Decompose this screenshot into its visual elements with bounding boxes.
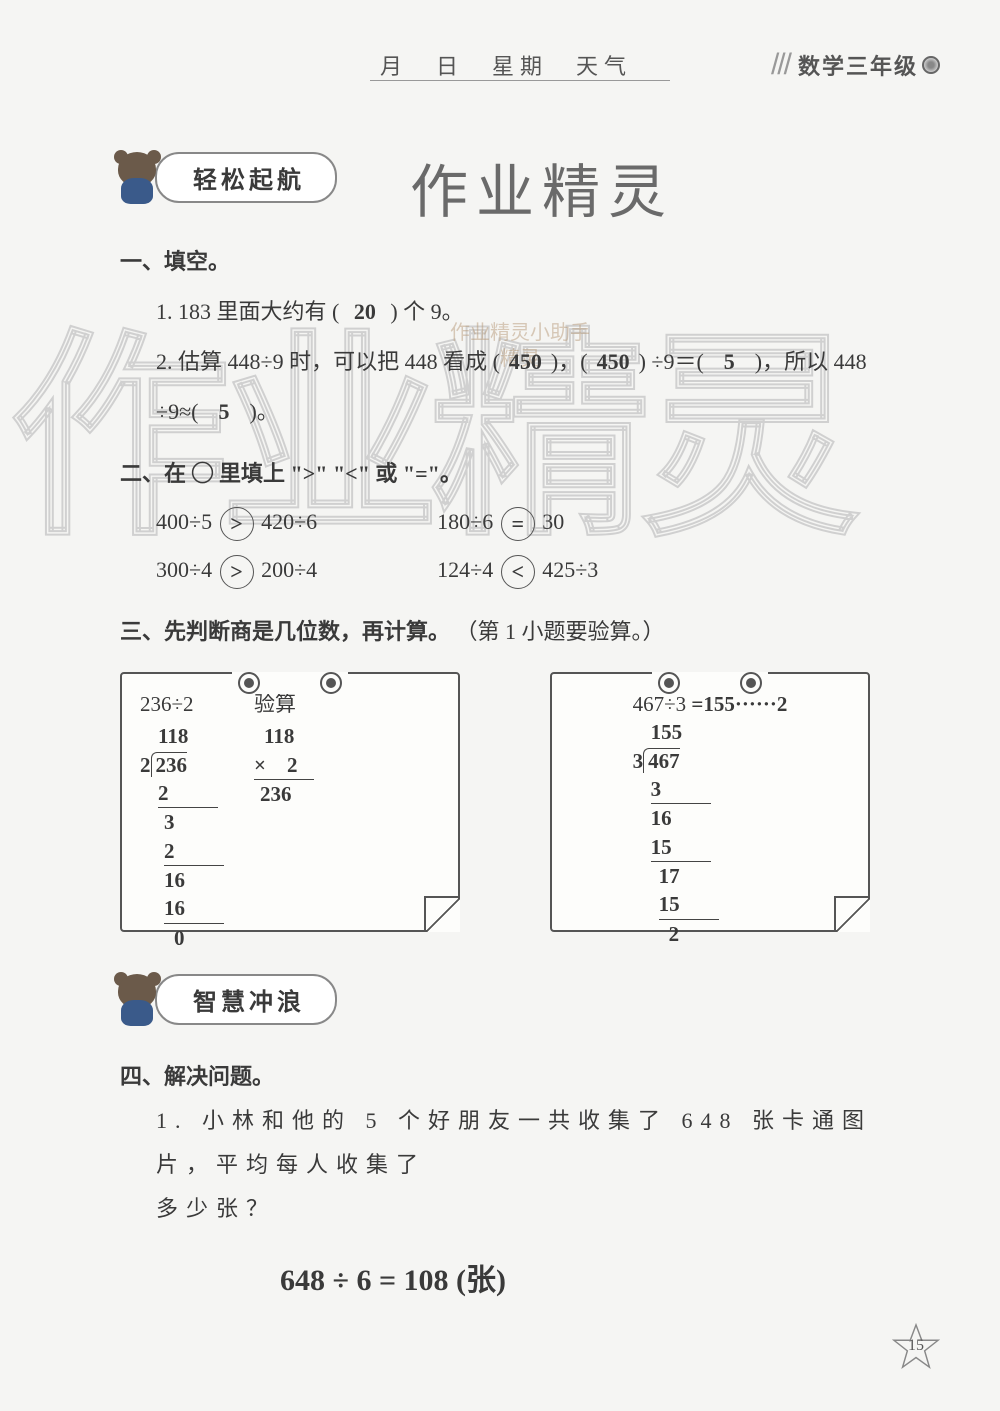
q3-box2-result: =155······2	[691, 692, 787, 716]
q3-box2-division: 467÷3 =155······2 155 3467 3 16 15 17 15…	[633, 690, 788, 948]
q1-line2: 2. 估算 448÷9 时，可以把 448 看成 ( 450 )，( 450 )…	[156, 340, 900, 384]
q3-box2-problem: 467÷3	[633, 692, 687, 716]
q2-r1c2: 180÷6 = 30	[437, 500, 564, 544]
q1-l2-a: 2. 估算 448÷9 时，可以把 448 看成 (	[156, 349, 500, 374]
q1-l2-f: )。	[249, 399, 278, 424]
header-underline	[370, 80, 670, 81]
header-date-fields: 月 日 星期 天气	[380, 49, 763, 81]
bear-icon	[110, 972, 165, 1027]
q3-box2-quotient: 155	[633, 718, 788, 746]
q3-box2: 467÷3 =155······2 155 3467 3 16 15 17 15…	[550, 672, 870, 932]
q4-title: 四、解决问题。	[120, 1055, 900, 1099]
q1-l2-ans3: 5	[709, 340, 749, 384]
q1-line1: 1. 183 里面大约有 ( 20 ) 个 9。	[156, 290, 900, 334]
q3-box1-check3: 236	[254, 780, 314, 808]
q3-box2-s3: 15	[633, 833, 788, 862]
q3-box2-s6: 2	[633, 920, 788, 948]
q3-box2-s4: 17	[633, 862, 788, 890]
q1-l2-ans4: 5	[204, 390, 244, 434]
q2-r2c2: 124÷4 < 425÷3	[437, 548, 598, 592]
header-subject: 数学三年级	[798, 49, 918, 81]
q4-text-l1: 1. 小林和他的 5 个好朋友一共收集了 648 张卡通图片，平均每人收集了	[156, 1099, 900, 1187]
q3-box1: 236÷2 118 2236 2 3 2 16 16 0 验算 118 × 2 …	[120, 672, 460, 932]
q3-box1-division: 236÷2 118 2236 2 3 2 16 16 0	[140, 690, 224, 952]
q4-answer: 648 ÷ 6 = 108 (张)	[280, 1251, 900, 1311]
q3-box1-check2: × 2	[254, 751, 314, 780]
q2-r2c2-a: 124÷4	[437, 557, 493, 582]
q3-title-text: 三、先判断商是几位数，再计算。	[120, 619, 450, 644]
q2-r2c1-b: 200÷4	[261, 557, 317, 582]
page-header: 月 日 星期 天气 /// 数学三年级	[380, 48, 940, 82]
q1-l2-c: ) ÷9＝(	[639, 349, 704, 374]
q2-r1c2-b: 30	[542, 509, 564, 534]
bear-icon	[110, 150, 165, 205]
q3-box2-s2: 16	[633, 804, 788, 832]
q1-l2-d: )，所以 448	[755, 349, 867, 374]
q1-l2-ans1: 450	[505, 340, 545, 384]
q1-l1-b: ) 个 9。	[390, 299, 463, 324]
q1-l2-b: )，(	[551, 349, 588, 374]
section-2-title: 智慧冲浪	[155, 974, 337, 1025]
q2-r2c1-a: 300÷4	[156, 557, 212, 582]
header-dot-icon	[922, 56, 940, 74]
q3-box1-check: 验算 118 × 2 236	[254, 690, 314, 952]
q1-l1-answer: 20	[345, 290, 385, 334]
q3-box1-quotient: 118	[140, 722, 224, 750]
q3-title: 三、先判断商是几位数，再计算。 （第 1 小题要验算。）	[120, 610, 900, 654]
q3-box1-step6: 0	[140, 924, 224, 952]
q3-box1-step5: 16	[140, 894, 224, 923]
q2-row2: 300÷4 > 200÷4 124÷4 < 425÷3	[156, 548, 900, 592]
q2-r2c1: 300÷4 > 200÷4	[156, 548, 317, 592]
header-slash-icon: ///	[771, 48, 790, 82]
q3-note: （第 1 小题要验算。）	[456, 619, 665, 644]
q4-text-l2: 多少张？	[156, 1187, 900, 1231]
q2-r1c1-b: 420÷6	[261, 509, 317, 534]
q2-r1c1-a: 400÷5	[156, 509, 212, 534]
q2-r2c1-ans: >	[220, 555, 254, 589]
q3-box1-problem: 236÷2	[140, 690, 224, 718]
section-1-title: 轻松起航	[155, 152, 337, 203]
watermark-handwritten: 作业精灵	[410, 145, 674, 229]
page-number: 15	[892, 1337, 940, 1355]
q1-title: 一、填空。	[120, 240, 900, 284]
q3-work-boxes: 236÷2 118 2236 2 3 2 16 16 0 验算 118 × 2 …	[120, 672, 940, 932]
q3-box1-longdiv: 2236	[140, 751, 224, 779]
q2-r2c2-ans: <	[501, 555, 535, 589]
q3-box2-s5: 15	[633, 890, 788, 919]
q3-box1-step4: 16	[140, 866, 224, 894]
section-2-badge: 智慧冲浪	[110, 972, 940, 1027]
q2-title: 二、在 ◯ 里填上 ">" "<" 或 "="。	[120, 452, 900, 496]
q1-l2-e: ÷9≈(	[156, 399, 198, 424]
q1-line3: ÷9≈( 5 )。	[156, 390, 900, 434]
q3-box1-check-label: 验算	[254, 690, 314, 718]
q2-row1: 400÷5 > 420÷6 180÷6 = 30	[156, 500, 900, 544]
q3-box1-step1: 2	[140, 779, 224, 808]
q3-box1-check1: 118	[254, 722, 314, 750]
page-number-star: 15	[892, 1323, 940, 1371]
q3-box2-longdiv: 3467	[633, 747, 788, 775]
q3-box1-step2: 3	[140, 808, 224, 836]
q2-r1c2-a: 180÷6	[437, 509, 493, 534]
q2-r1c1-ans: >	[220, 507, 254, 541]
box-fold-icon	[834, 896, 870, 932]
q2-r1c1: 400÷5 > 420÷6	[156, 500, 317, 544]
q2-r2c2-b: 425÷3	[542, 557, 598, 582]
box-fold-icon	[424, 896, 460, 932]
q3-box1-step3: 2	[140, 837, 224, 866]
box-tab-icon	[652, 672, 768, 694]
q2-r1c2-ans: =	[501, 507, 535, 541]
q3-box2-s1: 3	[633, 775, 788, 804]
q1-l2-ans2: 450	[593, 340, 633, 384]
q1-l1-a: 1. 183 里面大约有 (	[156, 299, 339, 324]
box-tab-icon	[232, 672, 348, 694]
